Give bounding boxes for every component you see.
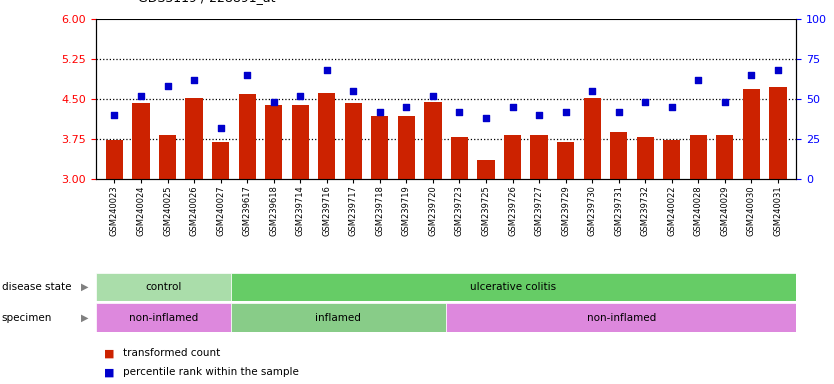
Text: ▶: ▶: [81, 313, 88, 323]
Bar: [231, 303, 446, 332]
Text: GDS3119 / 228891_at: GDS3119 / 228891_at: [138, 0, 275, 4]
Text: non-inflamed: non-inflamed: [586, 313, 656, 323]
Bar: [610, 132, 627, 179]
Point: [320, 67, 334, 73]
Point: [161, 83, 174, 89]
Point: [108, 112, 121, 118]
Bar: [159, 135, 176, 179]
Bar: [530, 135, 548, 179]
Bar: [344, 103, 362, 179]
Bar: [690, 135, 707, 179]
Text: ■: ■: [104, 367, 115, 377]
Point: [134, 93, 148, 99]
Bar: [239, 94, 256, 179]
Point: [453, 109, 466, 115]
Point: [480, 115, 493, 121]
Point: [214, 124, 228, 131]
Point: [399, 104, 413, 110]
Point: [373, 109, 386, 115]
Bar: [446, 303, 796, 332]
Bar: [769, 87, 786, 179]
Bar: [398, 116, 415, 179]
Bar: [743, 89, 760, 179]
Point: [612, 109, 626, 115]
Point: [639, 99, 652, 105]
Text: percentile rank within the sample: percentile rank within the sample: [123, 367, 299, 377]
Point: [665, 104, 678, 110]
Bar: [371, 116, 389, 179]
Bar: [636, 137, 654, 179]
Bar: [451, 137, 468, 179]
Text: non-inflamed: non-inflamed: [128, 313, 198, 323]
Bar: [663, 140, 681, 179]
Point: [718, 99, 731, 105]
Text: ■: ■: [104, 348, 115, 358]
Point: [691, 77, 705, 83]
Point: [532, 112, 545, 118]
Point: [506, 104, 520, 110]
Point: [188, 77, 201, 83]
Point: [585, 88, 599, 94]
Text: ▶: ▶: [81, 282, 88, 292]
Point: [426, 93, 440, 99]
Bar: [318, 93, 335, 179]
Point: [745, 72, 758, 78]
Bar: [584, 98, 600, 179]
Bar: [504, 135, 521, 179]
Bar: [106, 140, 123, 179]
Bar: [185, 98, 203, 179]
Bar: [265, 105, 283, 179]
Bar: [133, 103, 149, 179]
Point: [267, 99, 280, 105]
Bar: [212, 142, 229, 179]
Bar: [292, 105, 309, 179]
Text: disease state: disease state: [2, 282, 71, 292]
Text: transformed count: transformed count: [123, 348, 220, 358]
Point: [559, 109, 572, 115]
Bar: [557, 142, 575, 179]
Bar: [425, 101, 441, 179]
Point: [771, 67, 785, 73]
Point: [347, 88, 360, 94]
Bar: [716, 135, 733, 179]
Text: ulcerative colitis: ulcerative colitis: [470, 282, 556, 292]
Bar: [96, 303, 231, 332]
Text: control: control: [145, 282, 182, 292]
Text: specimen: specimen: [2, 313, 52, 323]
Bar: [231, 273, 796, 301]
Bar: [477, 160, 495, 179]
Point: [294, 93, 307, 99]
Point: [240, 72, 254, 78]
Text: inflamed: inflamed: [315, 313, 361, 323]
Bar: [96, 273, 231, 301]
